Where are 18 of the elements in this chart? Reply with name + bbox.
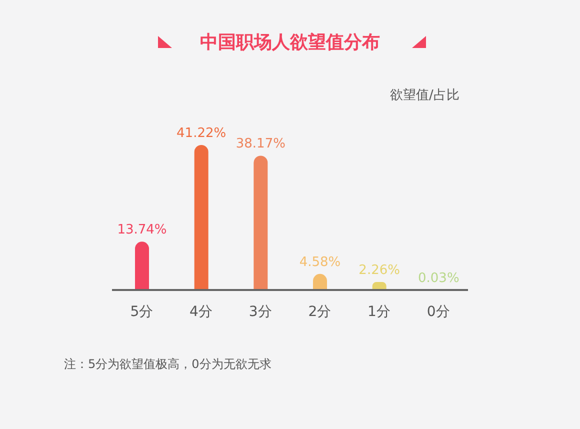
x-tick-label: 5分 [130, 304, 154, 320]
y-axis-title: 欲望值/占比 [390, 87, 460, 104]
x-tick-label: 1分 [368, 304, 390, 320]
bar [194, 145, 208, 290]
bar [135, 242, 149, 290]
x-tick-label: 3分 [248, 304, 272, 320]
x-tick-label: 0分 [426, 304, 450, 320]
data-label: 41.22% [176, 126, 226, 141]
chart-title: 中国职场人欲望值分布 [199, 31, 381, 54]
data-label: 2.26% [358, 263, 400, 278]
data-label: 13.74% [117, 222, 167, 238]
text: 注：5分为欲望值极高，0分为无欲无求 [64, 356, 272, 373]
x-tick-label: 4分 [190, 304, 212, 320]
x-tick-label: 2分 [308, 304, 332, 320]
data-label: 0.03% [418, 270, 460, 286]
data-label: 38.17% [236, 136, 286, 152]
data-label: 4.58% [299, 254, 341, 270]
bar [254, 156, 268, 290]
